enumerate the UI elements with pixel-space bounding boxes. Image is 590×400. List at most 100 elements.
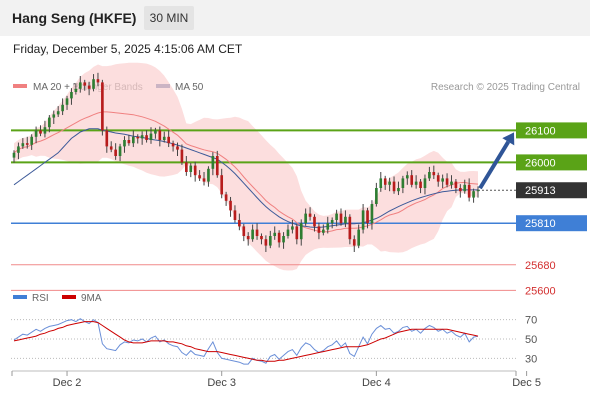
candle-body [291, 226, 294, 229]
forecast-arrow-shaft [480, 142, 508, 188]
candle-body [384, 178, 387, 184]
price-labels: 26100 26000 25913 25810 25680 25600 [516, 122, 587, 297]
rsi-tick-label: 70 [525, 315, 537, 327]
candle-body [419, 182, 422, 188]
candle-body [97, 79, 100, 82]
x-tick-label: Dec 2 [53, 377, 82, 389]
candle-body [477, 190, 480, 191]
candle-body [397, 188, 400, 191]
candle-body [472, 191, 475, 197]
candle-body [172, 143, 175, 146]
candle-body [357, 230, 360, 246]
candle-body [92, 79, 95, 89]
candle-body [379, 178, 382, 188]
candle-body [340, 214, 343, 224]
ma20-legend-swatch [13, 84, 27, 88]
candle-body [79, 82, 82, 88]
support-label: 25810 [525, 218, 556, 230]
target-label: 25600 [525, 285, 556, 297]
candle-body [282, 236, 285, 242]
ma50-legend-label: MA 50 [175, 82, 204, 93]
candle-body [110, 146, 113, 149]
rsi-line [14, 319, 478, 364]
candle-body [304, 214, 307, 224]
chart-header: Hang Seng (HKFE) 30 MIN [0, 0, 590, 36]
candle-body [35, 130, 38, 136]
candle-body [220, 175, 223, 194]
target-label: 25680 [525, 260, 556, 272]
candle-body [88, 86, 91, 89]
candle-body [150, 134, 153, 140]
rsi-ma-legend-swatch [62, 295, 76, 299]
x-tick-label: Dec 5 [512, 377, 541, 389]
candle-body [362, 210, 365, 229]
candle-body [238, 220, 241, 226]
candle-body [66, 98, 69, 104]
candle-body [428, 172, 431, 178]
forecast-arrow [480, 132, 514, 188]
candle-body [415, 182, 418, 185]
candle-body [22, 143, 25, 146]
candle-body [123, 140, 126, 146]
instrument-title: Hang Seng (HKFE) [12, 10, 136, 26]
candle-body [136, 137, 139, 139]
candle-body [371, 204, 374, 223]
candle-body [402, 178, 405, 188]
x-tick-label: Dec 3 [207, 377, 236, 389]
candle-body [375, 188, 378, 204]
candle-body [344, 217, 347, 223]
timeframe-button[interactable]: 30 MIN [144, 6, 194, 30]
candle-body [225, 194, 228, 200]
rsi-tick-label: 30 [525, 353, 537, 365]
candle-body [455, 182, 458, 188]
resistance-label: 26100 [525, 125, 556, 137]
candle-body [181, 150, 184, 163]
candle-body [459, 188, 462, 191]
candle-body [256, 230, 259, 236]
candle-body [424, 178, 427, 188]
candle-body [406, 175, 409, 178]
candle-body [203, 178, 206, 181]
candle-body [450, 182, 453, 185]
candle-body [61, 105, 64, 111]
candle-body [335, 214, 338, 220]
candle-body [309, 214, 312, 217]
candle-body [52, 114, 55, 117]
report-datetime: Friday, December 5, 2025 4:15:06 AM CET [13, 42, 242, 56]
candle-body [331, 220, 334, 223]
candle-body [353, 239, 356, 245]
candle-body [159, 130, 162, 140]
candle-body [366, 210, 369, 223]
candle-body [44, 127, 47, 133]
candle-body [176, 146, 179, 149]
candle-body [128, 140, 131, 143]
candle-body [446, 178, 449, 184]
candle-body [300, 223, 303, 239]
candle-body [26, 143, 29, 145]
candle-body [75, 89, 78, 92]
candle-body [234, 210, 237, 220]
x-tick-label: Dec 4 [362, 377, 391, 389]
candle-body [119, 146, 122, 156]
candle-body [463, 185, 466, 191]
candle-body [260, 236, 263, 239]
candle-body [145, 135, 148, 140]
candle-body [48, 118, 51, 128]
candle-body [265, 239, 268, 245]
rsi-ma-legend-label: 9MA [81, 293, 102, 304]
candle-body [207, 169, 210, 182]
candle-body [154, 130, 157, 133]
candle-body [410, 175, 413, 185]
candle-body [318, 226, 321, 232]
candle-body [437, 175, 440, 181]
rsi-panel: 70 50 30 [11, 315, 537, 366]
candle-body [229, 201, 232, 211]
candle-body [468, 185, 471, 198]
candle-body [101, 82, 104, 130]
candle-body [278, 233, 281, 243]
candle-body [194, 166, 197, 176]
candle-body [432, 172, 435, 175]
candle-body [163, 137, 166, 140]
credit-text: Research © 2025 Trading Central [431, 82, 580, 93]
candle-body [17, 146, 20, 152]
